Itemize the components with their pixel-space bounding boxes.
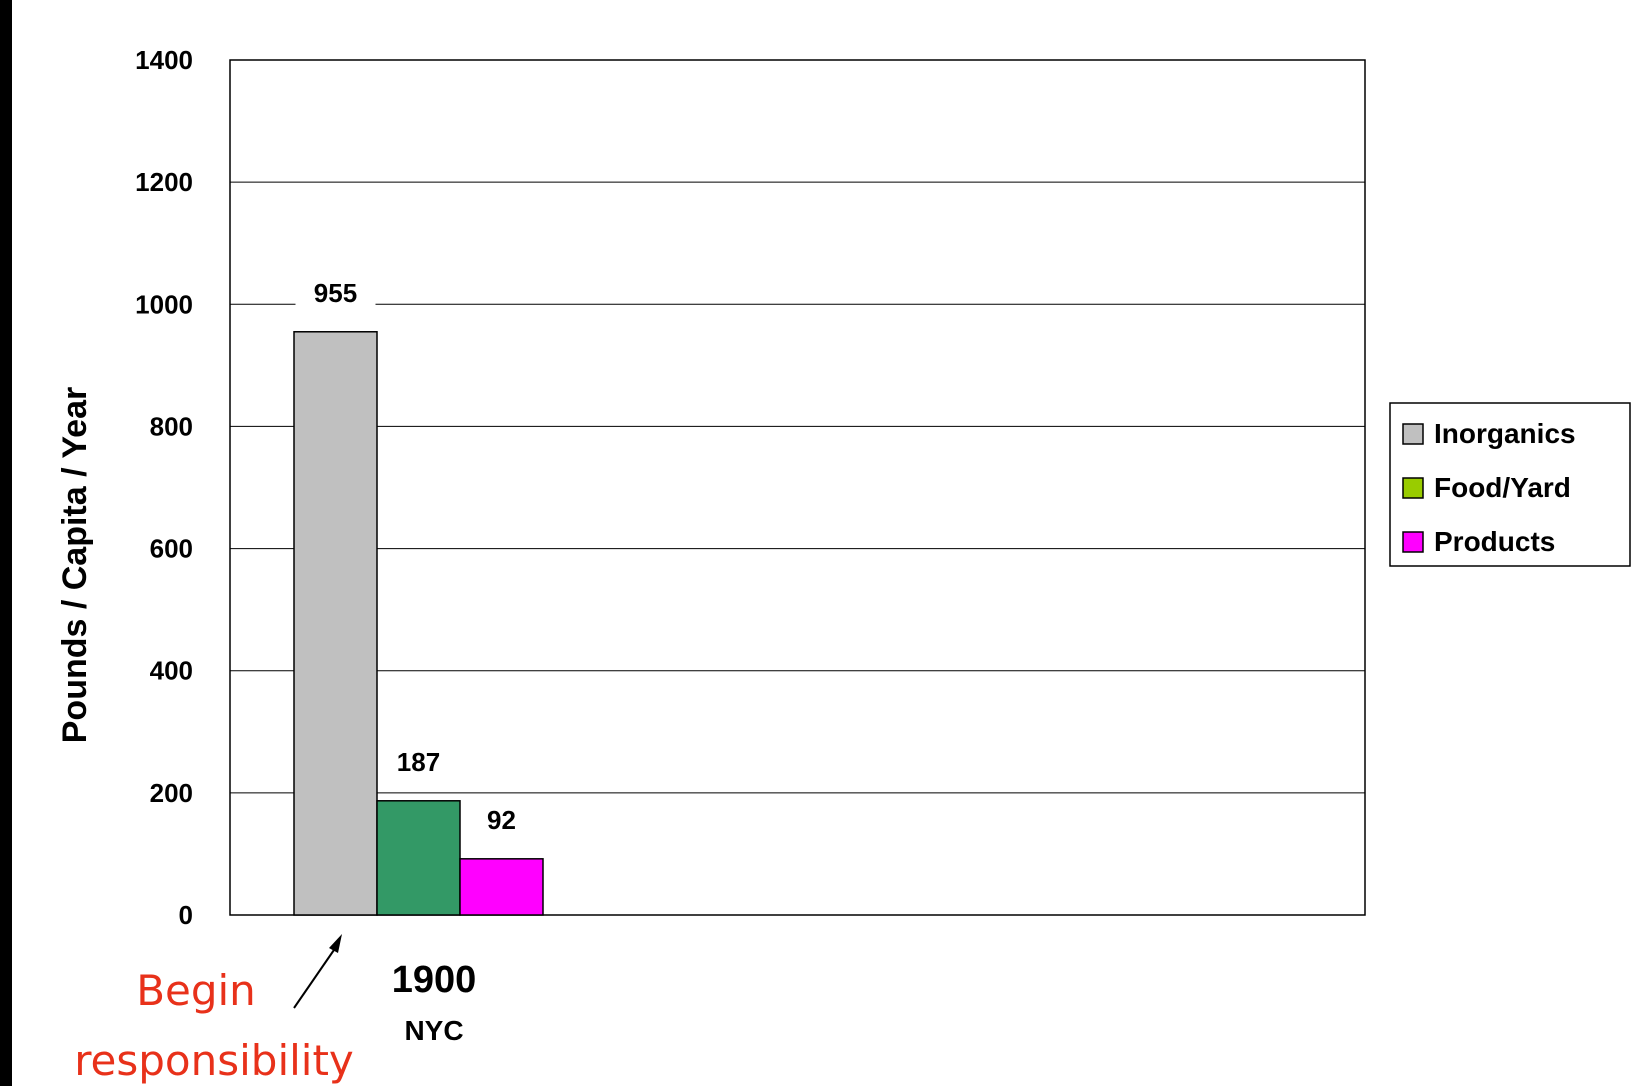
legend-box <box>1389 402 1631 567</box>
legend-label-food-yard: Food/Yard <box>1434 472 1571 503</box>
y-axis-label: Pounds / Capita / Year <box>56 387 94 744</box>
bar-inorganics <box>293 331 378 916</box>
bar-food-yard <box>376 800 461 916</box>
data-label-products: 92 <box>487 805 516 835</box>
legend-label-inorganics: Inorganics <box>1434 418 1576 449</box>
plot-area <box>229 59 1366 916</box>
legend-swatch-food-yard <box>1402 477 1424 499</box>
annotation: Begin responsibility <box>74 934 354 1085</box>
y-tick-label: 1400 <box>135 45 193 75</box>
y-tick-label: 200 <box>150 778 193 808</box>
bars <box>293 331 544 916</box>
data-label-background <box>378 746 459 781</box>
x-category-sublabel: NYC <box>404 1015 463 1046</box>
y-tick-label: 1000 <box>135 289 193 319</box>
data-label-inorganics: 955 <box>314 278 357 308</box>
annotation-line-1: Begin <box>136 966 256 1015</box>
data-labels: 955 187 92 <box>295 277 542 839</box>
annotation-arrow-head <box>329 934 342 953</box>
data-label-background <box>461 804 542 839</box>
legend-swatch-inorganics <box>1402 423 1424 445</box>
y-tick-label: 1200 <box>135 167 193 197</box>
bar-products <box>459 858 544 916</box>
y-axis-ticks: 0 200 400 600 800 1000 1200 1400 <box>135 45 193 930</box>
chart-background <box>12 0 1638 1086</box>
gridlines <box>230 181 1365 794</box>
legend: Inorganics Food/Yard Products <box>1389 402 1631 567</box>
x-category-label: 1900 <box>392 959 477 1001</box>
annotation-line-2: responsibility <box>74 1036 354 1085</box>
y-tick-label: 0 <box>179 900 193 930</box>
y-tick-label: 800 <box>150 411 193 441</box>
y-tick-label: 400 <box>150 656 193 686</box>
legend-label-products: Products <box>1434 526 1555 557</box>
annotation-arrow-shaft <box>293 946 337 1009</box>
data-label-food-yard: 187 <box>397 747 440 777</box>
y-tick-label: 600 <box>150 534 193 564</box>
legend-swatch-products <box>1402 531 1424 553</box>
data-label-background <box>295 277 376 312</box>
